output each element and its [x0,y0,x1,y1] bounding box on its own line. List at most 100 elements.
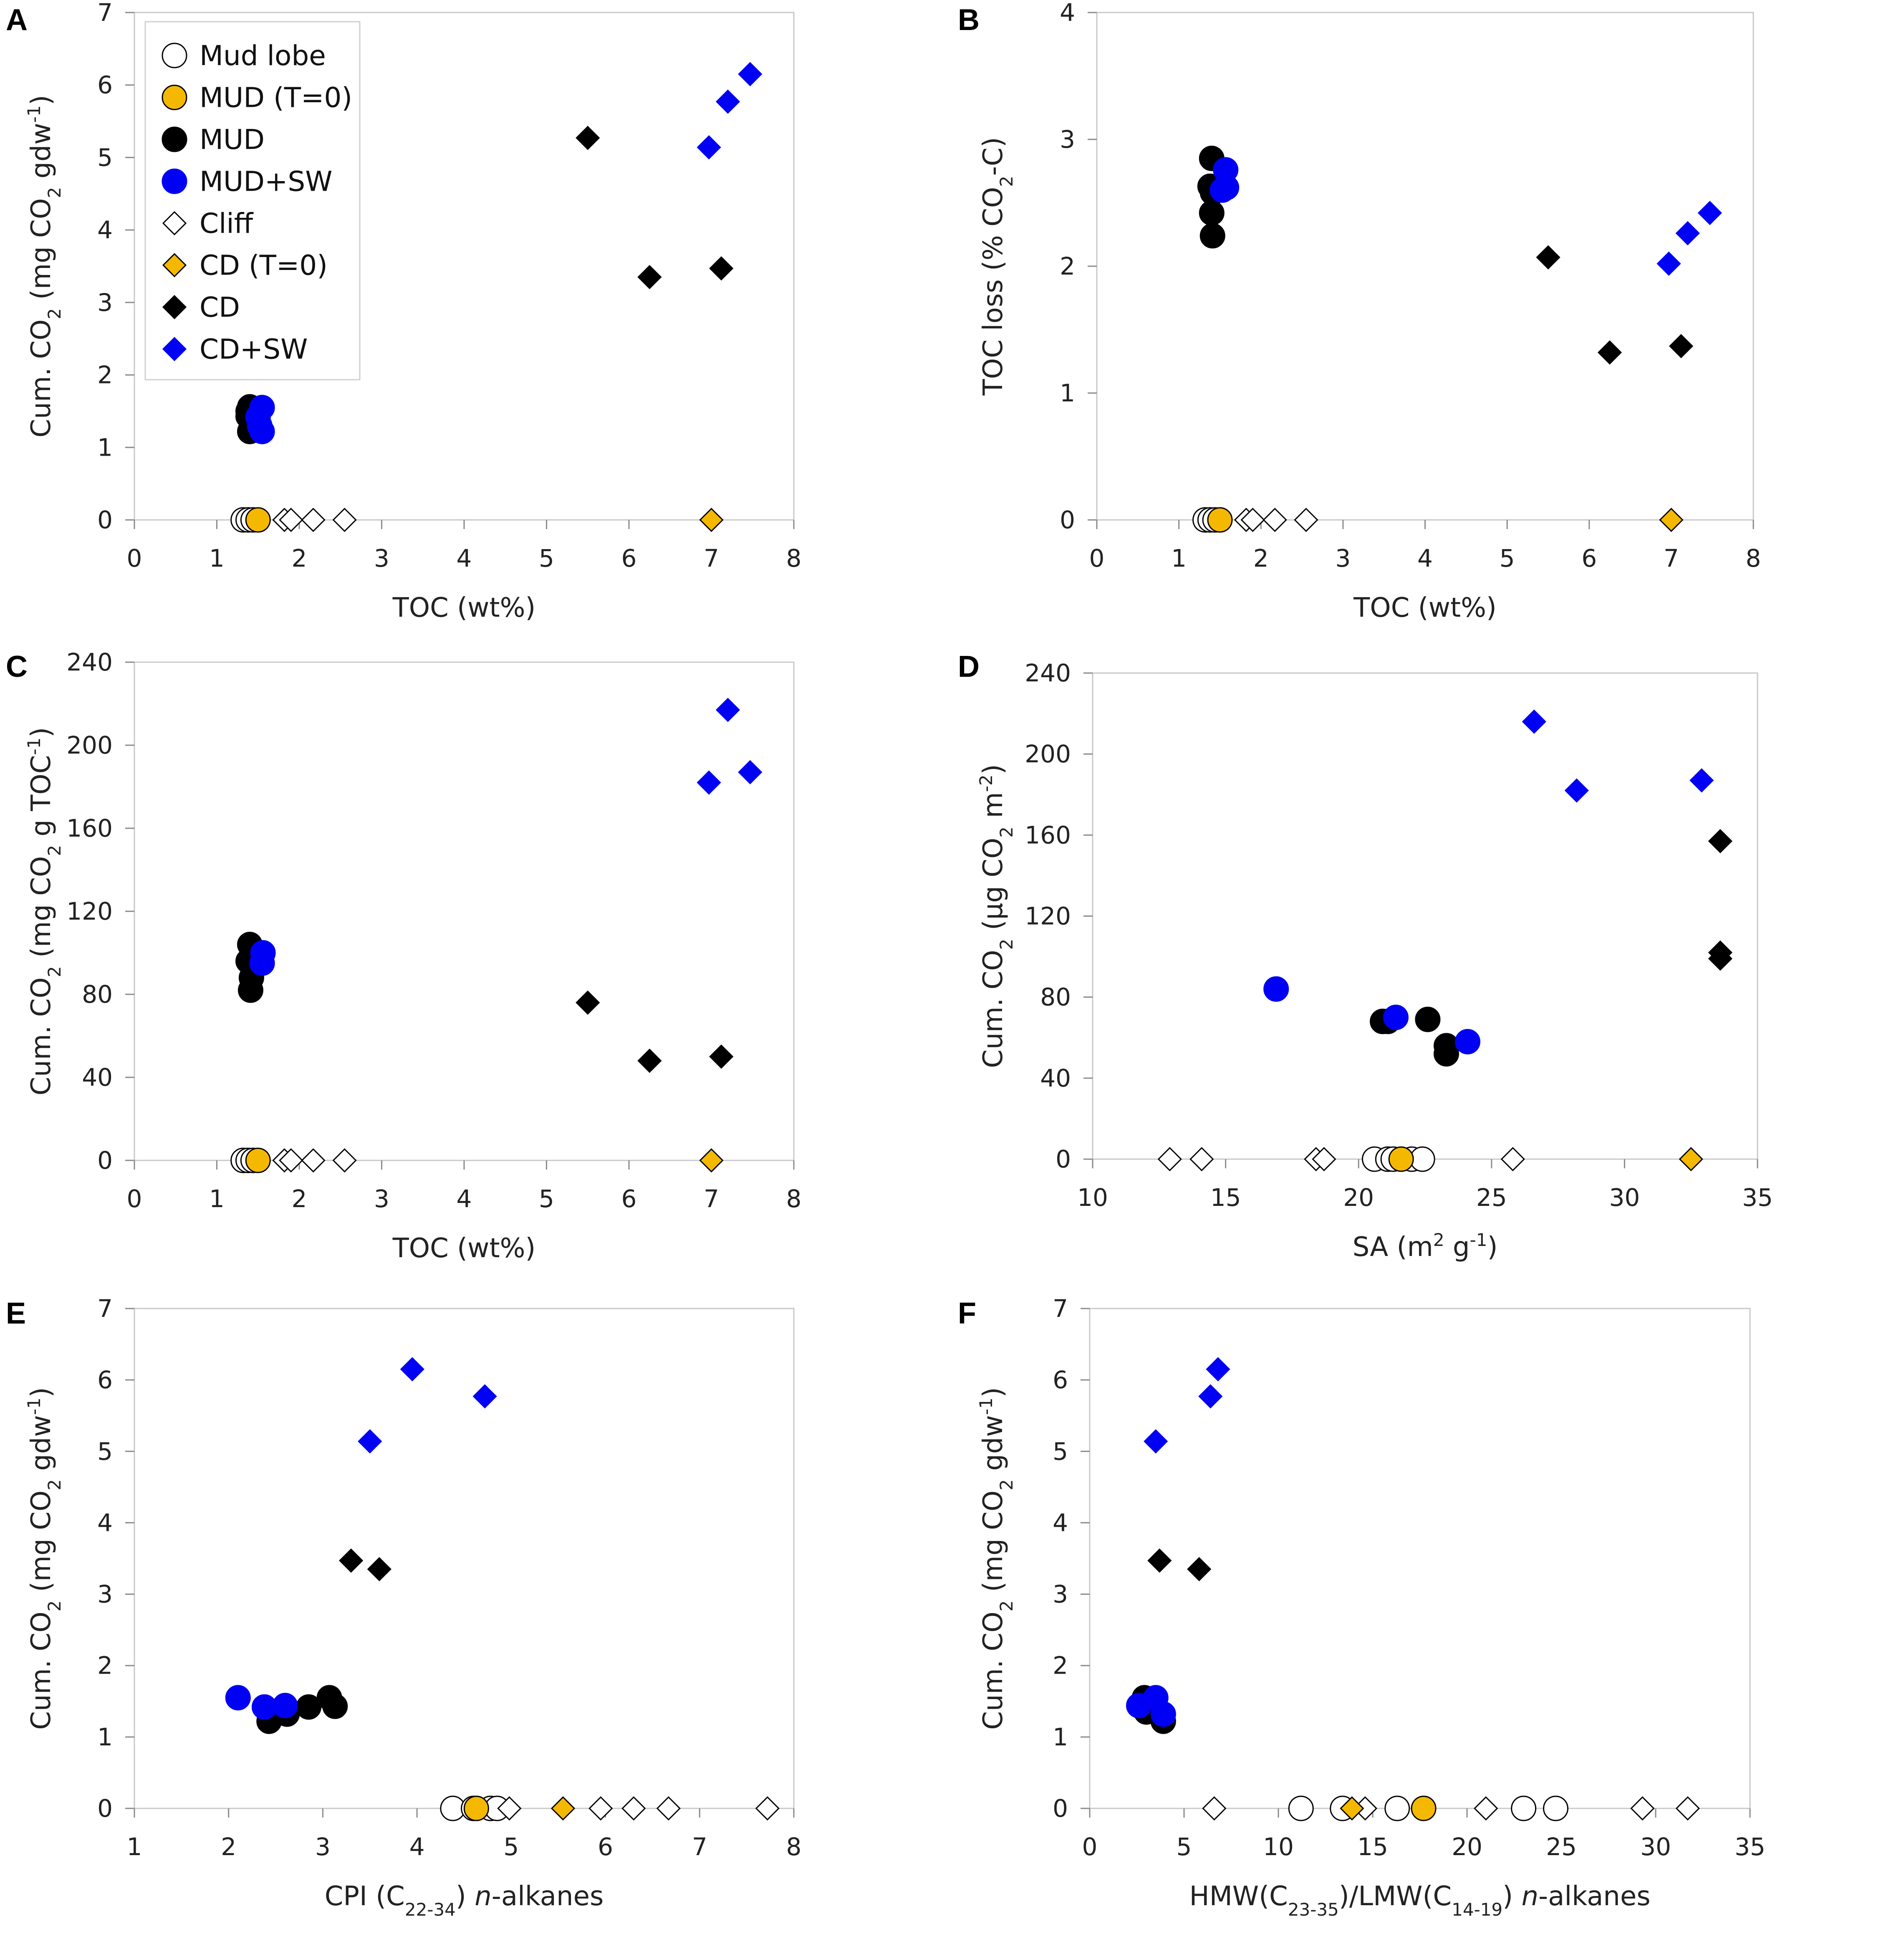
data-point-mud-sw [1210,177,1235,203]
data-point-cd-sw [715,698,740,722]
legend-label: Mud lobe [199,40,326,72]
data-point-cliff [1474,1796,1498,1821]
x-tick-label: 8 [1746,544,1761,572]
x-tick-label: 0 [127,544,142,572]
y-tick-label: 160 [66,814,113,842]
chart-f: F 0 1 2 3 4 5 6 7 0 5 10 15 20 25 30 35 HMW(C23-35)/LMW(C… [958,1294,1765,1920]
data-point-mud-sw [247,413,273,439]
data-point-cliff [332,1148,357,1173]
data-point-cliff [1202,1796,1227,1821]
x-axis-title-f: HMW(C23-35)/LMW(C14-19) n-alkanes [1189,1881,1650,1920]
data-point-cd [1669,334,1694,358]
legend-label: MUD [199,124,265,156]
data-point-mud [322,1693,348,1719]
x-tick-label: 7 [1664,544,1679,572]
data-point-mud-sw [1383,1004,1409,1030]
x-tick-label: 6 [621,544,637,572]
y-tick-label: 3 [97,1580,113,1609]
x-tick-label: 35 [1735,1833,1765,1861]
data-point-cd-sw [400,1357,424,1382]
x-tick-label: 6 [1581,544,1597,572]
data-point-cd-t0 [699,1148,724,1173]
chart-d: D 0 40 80 120 160 200 240 10 15 20 25 30 35 SA (m2 g-1… [958,650,1773,1263]
y-axis-title-a: Cum. CO2 (mg CO2 gdw-1) [24,95,65,437]
x-tick-label: 10 [1263,1833,1294,1861]
y-tick-label: 240 [1025,659,1071,687]
panel-d: D 0 40 80 120 160 200 240 10 15 20 25 30 35 SA (m2 g-1… [952,647,1904,1294]
x-tick-label: 6 [598,1833,613,1861]
x-axis-title-b: TOC (wt%) [1353,593,1497,623]
panel-e: E 0 1 2 3 4 5 6 7 1 2 3 4 5 6 7 8 CPI (C22-34) n-alkanes C… [0,1294,952,1939]
y-tick-label: 240 [66,648,113,676]
legend-label: MUD (T=0) [199,82,352,114]
x-tick-label: 1 [127,1833,142,1861]
x-tick-label: 20 [1343,1183,1374,1212]
plot-frame-f [1089,1308,1751,1809]
x-tick-label: 25 [1546,1833,1577,1861]
data-point-mud [237,977,263,1003]
x-tick-label: 4 [457,1185,472,1213]
y-tick-label: 0 [97,1794,113,1823]
plot-frame-b [1096,12,1754,521]
x-tick-label: 8 [786,544,802,572]
data-point-cd-sw [1689,768,1714,793]
data-point-cd-sw [1144,1429,1168,1454]
legend: Mud lobe MUD (T=0) MUD MUD+SW Cliff CD (T=0) C… [144,21,361,381]
y-tick-label: 4 [1053,1508,1068,1537]
data-point-cd-t0 [1659,507,1684,532]
data-point-cd-t0 [550,1796,576,1821]
data-point-cd-t0 [1679,1147,1703,1172]
panel-letter-d: D [958,650,980,683]
chart-b: B 0 1 2 3 4 0 1 2 3 4 5 6 7 8 TOC (wt%) TOC loss (% CO2-… [958,0,1761,623]
data-point-cliff [1500,1147,1525,1172]
x-tick-label: 30 [1640,1833,1671,1861]
data-point-cd-sw [358,1429,382,1454]
data-point-cliff [1263,507,1287,532]
x-tick-label: 0 [127,1185,142,1213]
x-tick-label: 3 [315,1833,331,1861]
data-point-cd-sw [1675,221,1700,246]
y-tick-label: 200 [66,731,113,759]
y-tick-label: 2 [97,1652,113,1680]
data-point-cd-sw [1522,709,1546,734]
data-point-mud-sw [272,1693,298,1719]
x-tick-label: 4 [457,544,472,572]
data-point-cd [637,265,662,290]
y-tick-label: 40 [82,1063,113,1092]
legend-marker-mud-lobe [162,43,187,68]
y-tick-label: 6 [1053,1366,1068,1394]
x-tick-label: 25 [1476,1183,1507,1212]
y-tick-label: 3 [97,288,113,317]
y-tick-label: 7 [1053,1294,1068,1323]
data-point-cd-sw [697,135,721,160]
panel-c: C 0 40 80 120 160 200 240 0 1 2 3 4 5 6 7 8 TOC (wt%) Cum.… [0,647,952,1294]
data-point-mud-sw [249,950,275,976]
legend-marker-cd-sw [162,337,187,361]
x-tick-label: 1 [209,1185,225,1213]
data-point-cd [709,256,734,281]
data-point-cd [1708,946,1732,971]
x-tick-label: 4 [1417,544,1433,572]
plot-frame-e [134,1308,795,1809]
x-axis-title-e: CPI (C22-34) n-alkanes [325,1881,604,1920]
x-tick-label: 5 [503,1833,519,1861]
data-point-mud [1415,1006,1441,1032]
y-axis-title-d: Cum. CO2 (µg CO2 m-2) [976,764,1017,1068]
y-tick-label: 200 [1025,740,1071,768]
y-tick-label: 4 [1060,0,1075,27]
data-point-cd-sw [715,89,740,114]
data-point-cliff [1675,1796,1700,1821]
panel-letter-e: E [6,1297,26,1330]
panel-letter-b: B [958,3,980,37]
y-tick-label: 120 [1025,902,1071,930]
x-tick-label: 7 [704,544,719,572]
data-point-mud-sw [225,1685,251,1711]
x-tick-label: 8 [786,1185,802,1213]
data-point-cliff [621,1796,646,1821]
panel-a: A 0 1 2 3 4 5 6 7 0 1 2 3 4 5 6 7 8 TOC (wt%) Cum. CO2 (mg … [0,0,952,647]
chart-c: C 0 40 80 120 160 200 240 0 1 2 3 4 5 6 7 8 TOC (wt%) Cum.… [6,648,802,1264]
x-tick-label: 2 [1253,544,1269,572]
x-tick-label: 0 [1089,544,1105,572]
legend-label: CD [199,291,240,323]
y-axis-title-e: Cum. CO2 (mg CO2 gdw-1) [24,1387,65,1730]
